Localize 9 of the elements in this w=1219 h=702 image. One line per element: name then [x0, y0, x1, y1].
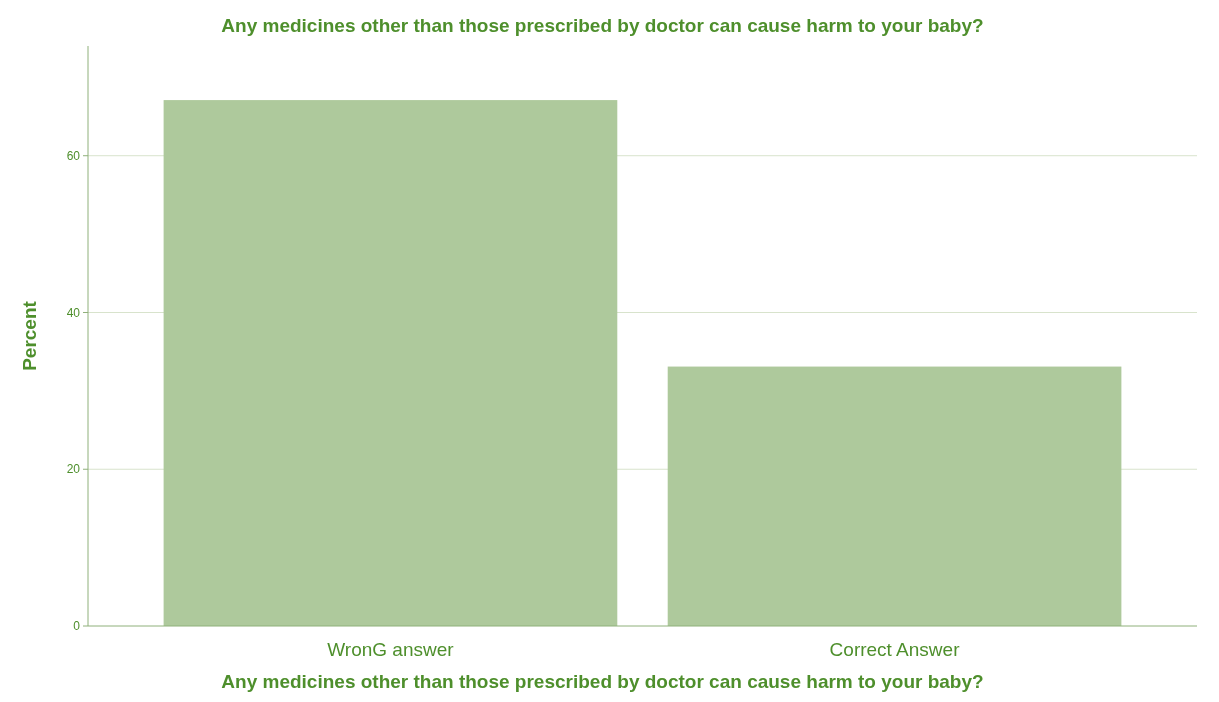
y-tick-label: 20 — [66, 462, 81, 477]
y-tick-label: 40 — [66, 305, 81, 320]
y-tick-label: 0 — [73, 619, 81, 634]
x-tick-label: WronG answer — [327, 639, 455, 660]
y-axis-title: Percent — [19, 300, 40, 371]
x-axis-title: Any medicines other than those prescribed by doctor can cause harm to your baby? — [221, 671, 984, 692]
y-tick-label: 60 — [66, 148, 81, 163]
x-tick-label: Correct Answer — [829, 639, 961, 660]
chart-title: Any medicines other than those prescribed by doctor can cause harm to your baby? — [221, 15, 984, 36]
